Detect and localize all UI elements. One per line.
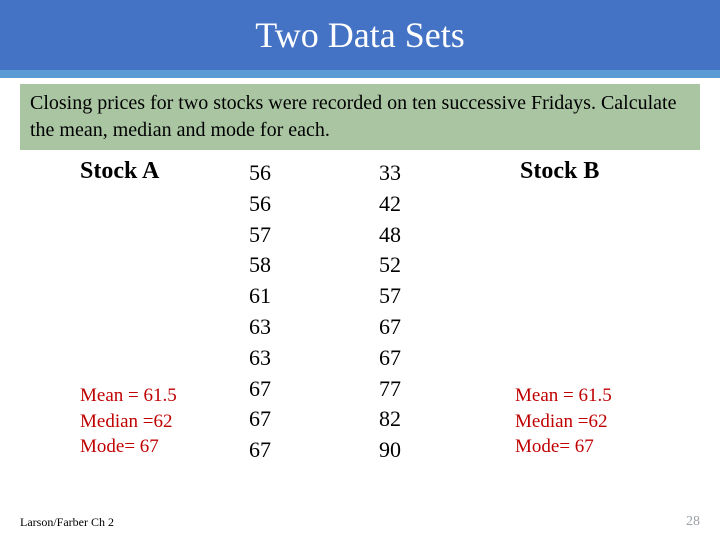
stock-b-value: 67: [360, 312, 420, 343]
stock-a-value: 63: [230, 343, 290, 374]
stock-a-median: Median =62: [80, 409, 177, 435]
stock-a-value: 61: [230, 281, 290, 312]
stock-b-value: 57: [360, 281, 420, 312]
stock-b-mean: Mean = 61.5: [515, 383, 612, 409]
stock-b-value: 77: [360, 374, 420, 405]
problem-statement: Closing prices for two stocks were recor…: [20, 84, 700, 150]
slide-title: Two Data Sets: [255, 14, 464, 56]
title-bar: Two Data Sets: [0, 0, 720, 70]
stock-b-value: 42: [360, 189, 420, 220]
footer-source: Larson/Farber Ch 2: [20, 515, 114, 530]
title-underline: [0, 70, 720, 78]
stock-a-value: 58: [230, 250, 290, 281]
stock-b-values: 33424852576767778290: [360, 158, 420, 466]
slide-number: 28: [686, 514, 700, 530]
stock-a-mean: Mean = 61.5: [80, 383, 177, 409]
stock-b-value: 90: [360, 435, 420, 466]
stock-a-mode: Mode= 67: [80, 434, 177, 460]
stock-b-stats: Mean = 61.5 Median =62 Mode= 67: [515, 383, 612, 460]
stock-a-value: 67: [230, 374, 290, 405]
stock-b-value: 33: [360, 158, 420, 189]
stock-a-values: 56565758616363676767: [230, 158, 290, 466]
stock-b-value: 67: [360, 343, 420, 374]
stock-a-value: 67: [230, 435, 290, 466]
stock-a-value: 57: [230, 220, 290, 251]
stock-b-label: Stock B: [520, 158, 599, 185]
stock-b-value: 48: [360, 220, 420, 251]
stock-a-value: 56: [230, 158, 290, 189]
stock-a-stats: Mean = 61.5 Median =62 Mode= 67: [80, 383, 177, 460]
stock-a-value: 56: [230, 189, 290, 220]
stock-b-median: Median =62: [515, 409, 612, 435]
stock-a-value: 67: [230, 404, 290, 435]
stock-b-value: 82: [360, 404, 420, 435]
stock-a-label: Stock A: [80, 158, 159, 185]
stock-a-value: 63: [230, 312, 290, 343]
stock-b-value: 52: [360, 250, 420, 281]
stock-b-mode: Mode= 67: [515, 434, 612, 460]
